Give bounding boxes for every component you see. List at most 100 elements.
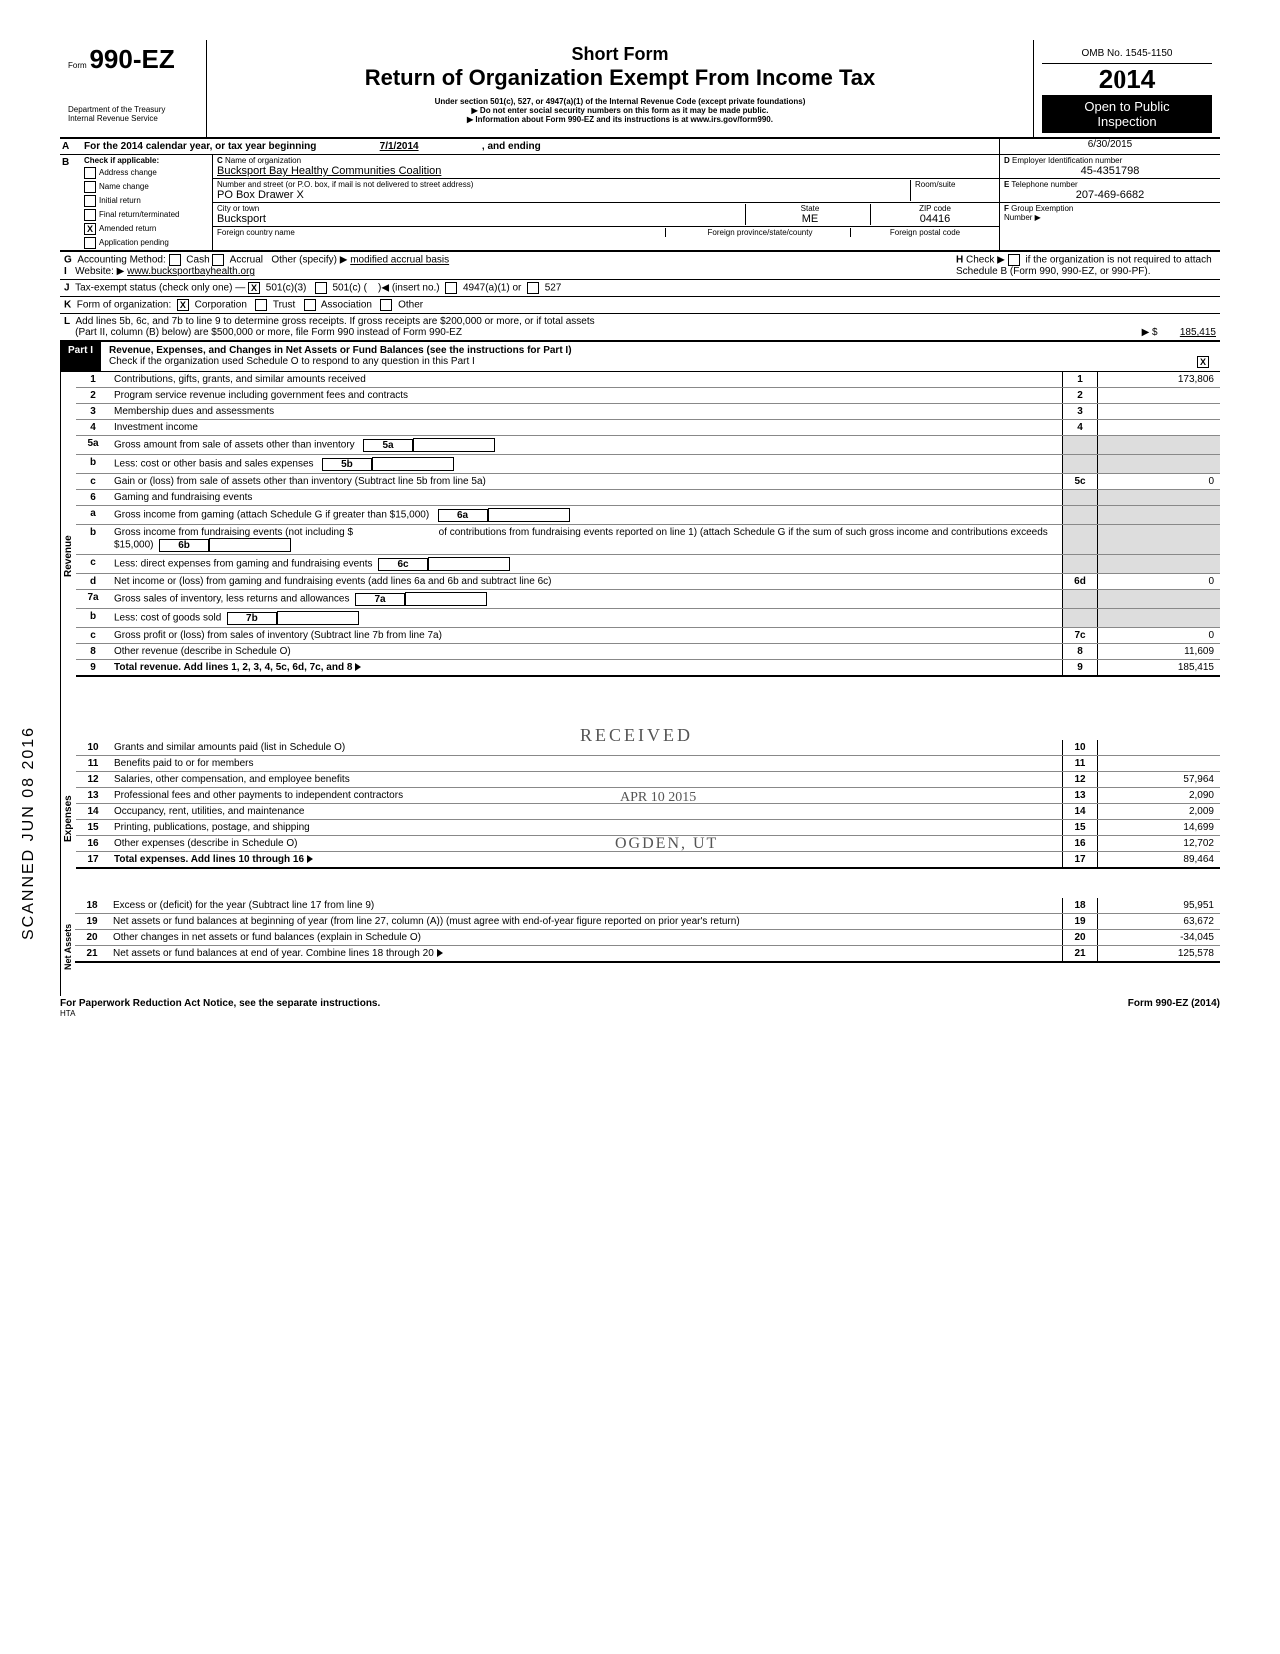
- 527-label: 527: [545, 283, 562, 294]
- check-amended-label: Amended return: [99, 224, 156, 233]
- check-corp[interactable]: X: [177, 299, 189, 311]
- line-7c-desc: Gross profit or (loss) from sales of inv…: [110, 628, 1062, 643]
- row-g: G Accounting Method: Cash Accrual Other …: [60, 251, 1220, 279]
- expenses-vert-label: Expenses: [60, 740, 76, 898]
- scanned-stamp: SCANNED JUN 08 2016: [20, 726, 38, 940]
- state: ME: [802, 213, 819, 225]
- foreign-prov-label: Foreign province/state/county: [665, 228, 850, 237]
- form-number: 990-EZ: [89, 44, 174, 74]
- tax-begin: 7/1/2014: [319, 141, 479, 152]
- line-7b-desc: Less: cost of goods sold 7b: [110, 609, 1062, 627]
- tax-year: 20120144: [1042, 64, 1212, 95]
- check-initial[interactable]: [84, 195, 96, 207]
- insert-no: )◀ (insert no.): [378, 283, 440, 294]
- ssn-warning: ▶ Do not enter social security numbers o…: [215, 106, 1025, 115]
- check-cash[interactable]: [169, 254, 181, 266]
- row-a: A For the 2014 calendar year, or tax yea…: [60, 139, 1220, 155]
- l-arrow: ▶ $: [1142, 327, 1158, 338]
- check-pending[interactable]: [84, 237, 96, 249]
- address: PO Box Drawer X: [217, 189, 304, 201]
- c-label: Name of organization: [225, 156, 301, 165]
- check-initial-label: Initial return: [99, 196, 141, 205]
- expenses-block: Expenses 10Grants and similar amounts pa…: [60, 740, 1220, 898]
- line-4-val: [1097, 420, 1220, 435]
- line-6-desc: Gaming and fundraising events: [110, 490, 1062, 505]
- line-4-desc: Investment income: [110, 420, 1062, 435]
- trust-label: Trust: [273, 300, 295, 311]
- zip-label: ZIP code: [919, 204, 951, 213]
- line-1-desc: Contributions, gifts, grants, and simila…: [110, 372, 1062, 387]
- city-label: City or town: [217, 204, 259, 213]
- line-1-val: 173,806: [1097, 372, 1220, 387]
- check-527[interactable]: [527, 282, 539, 294]
- line-6a-desc: Gross income from gaming (attach Schedul…: [110, 506, 1062, 524]
- line-8-desc: Other revenue (describe in Schedule O): [110, 644, 1062, 659]
- check-accrual[interactable]: [212, 254, 224, 266]
- 4947-label: 4947(a)(1) or: [463, 283, 521, 294]
- line-12-desc: Salaries, other compensation, and employ…: [110, 772, 1062, 787]
- line-6b-desc: Gross income from fundraising events (no…: [110, 525, 1062, 554]
- info-link: ▶ Information about Form 990-EZ and its …: [215, 115, 1025, 124]
- check-name[interactable]: [84, 181, 96, 193]
- f-label: Group Exemption: [1011, 204, 1073, 213]
- line-7a-desc: Gross sales of inventory, less returns a…: [110, 590, 1062, 608]
- line-10-val: [1097, 740, 1220, 755]
- received-stamp: RECEIVED: [580, 725, 693, 746]
- part1-check-o: Check if the organization used Schedule …: [109, 356, 475, 367]
- room-suite-label: Room/suite: [910, 180, 995, 201]
- check-address[interactable]: [84, 167, 96, 179]
- open-public: Open to Public: [1046, 99, 1208, 114]
- line-8-val: 11,609: [1097, 644, 1220, 659]
- line-5c-desc: Gain or (loss) from sale of assets other…: [110, 474, 1062, 489]
- footer: For Paperwork Reduction Act Notice, see …: [60, 996, 1220, 1009]
- check-assoc[interactable]: [304, 299, 316, 311]
- check-final[interactable]: [84, 209, 96, 221]
- tax-end: 6/30/2015: [999, 139, 1220, 154]
- g-label: Accounting Method:: [77, 255, 165, 266]
- netassets-block: Net Assets 18Excess or (deficit) for the…: [60, 898, 1220, 996]
- check-amended[interactable]: X: [84, 223, 96, 235]
- info-link-text: Information about Form 990-EZ and its in…: [475, 115, 773, 124]
- line-16-val: 12,702: [1097, 836, 1220, 851]
- paperwork-notice: For Paperwork Reduction Act Notice, see …: [60, 998, 380, 1009]
- l-value: 185,415: [1180, 327, 1216, 338]
- line-21-desc: Net assets or fund balances at end of ye…: [109, 946, 1062, 961]
- line-5b-desc: Less: cost or other basis and sales expe…: [110, 455, 1062, 473]
- check-4947[interactable]: [445, 282, 457, 294]
- line-9-desc: Total revenue. Add lines 1, 2, 3, 4, 5c,…: [110, 660, 1062, 675]
- line-2-val: [1097, 388, 1220, 403]
- k-label: Form of organization:: [77, 300, 172, 311]
- line-17-desc: Total expenses. Add lines 10 through 16: [110, 852, 1062, 867]
- part1-label: Part I: [60, 342, 101, 371]
- form-footer: Form 990-EZ (2014): [1128, 998, 1220, 1009]
- irs-label: Internal Revenue Service: [68, 114, 198, 123]
- f-number-label: Number ▶: [1004, 213, 1041, 222]
- check-501c[interactable]: [315, 282, 327, 294]
- check-other[interactable]: [380, 299, 392, 311]
- check-trust[interactable]: [255, 299, 267, 311]
- check-501c3[interactable]: X: [248, 282, 260, 294]
- line-13-val: 2,090: [1097, 788, 1220, 803]
- form-header: Form 990-EZ Department of the Treasury I…: [60, 40, 1220, 139]
- omb-number: OMB No. 1545-1150: [1042, 44, 1212, 64]
- part1-header-row: Part I Revenue, Expenses, and Changes in…: [60, 342, 1220, 372]
- line-20-desc: Other changes in net assets or fund bala…: [109, 930, 1062, 945]
- line-20-val: -34,045: [1097, 930, 1220, 945]
- g-other-val: modified accrual basis: [350, 255, 449, 266]
- check-schedule-b[interactable]: [1008, 254, 1020, 266]
- check-schedule-o[interactable]: X: [1197, 356, 1209, 368]
- line-9-val: 185,415: [1097, 660, 1220, 675]
- corp-label: Corporation: [195, 300, 247, 311]
- inspection: Inspection: [1046, 114, 1208, 129]
- and-ending: , and ending: [482, 141, 541, 152]
- title-short: Short Form: [215, 44, 1025, 65]
- line-6d-val: 0: [1097, 574, 1220, 589]
- line-14-val: 2,009: [1097, 804, 1220, 819]
- 501c3-label: 501(c)(3): [266, 283, 307, 294]
- under-section: Under section 501(c), 527, or 4947(a)(1)…: [215, 97, 1025, 106]
- line-3-val: [1097, 404, 1220, 419]
- accrual-label: Accrual: [230, 255, 263, 266]
- line-14-desc: Occupancy, rent, utilities, and maintena…: [110, 804, 1062, 819]
- check-address-label: Address change: [99, 168, 157, 177]
- check-pending-label: Application pending: [99, 238, 169, 247]
